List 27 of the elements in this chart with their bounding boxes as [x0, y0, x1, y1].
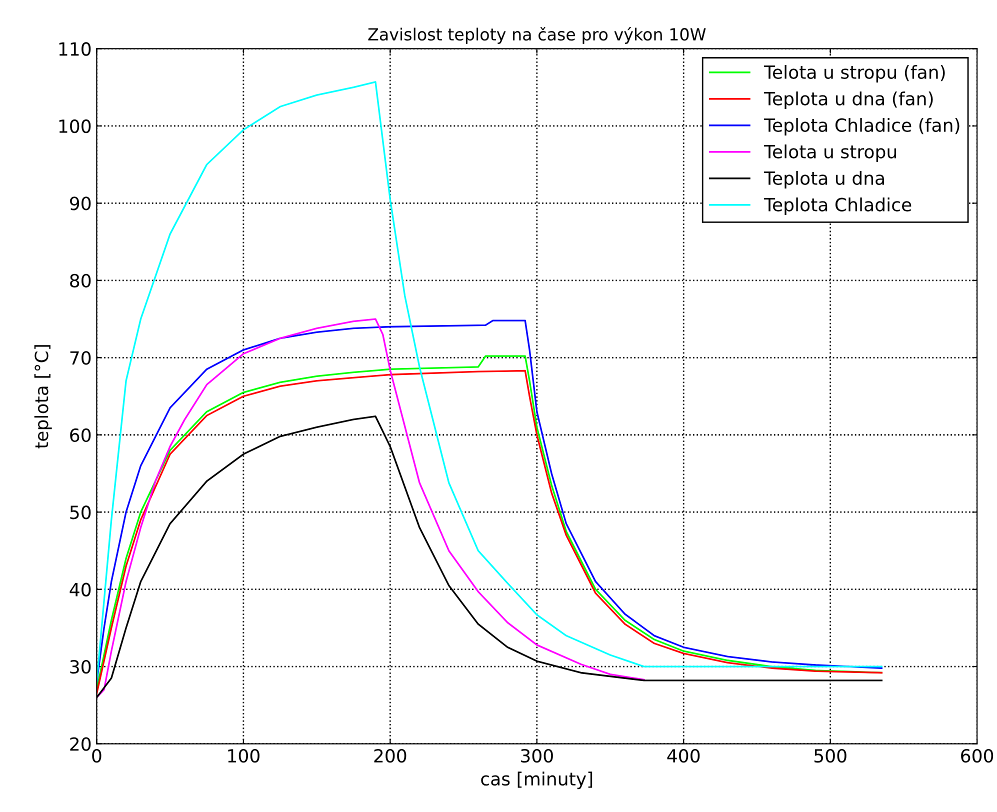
- y-tick-label: 50: [70, 506, 91, 520]
- legend-label: Telota u stropu (fan): [764, 64, 945, 82]
- legend-label: Teplota u dna: [764, 170, 884, 188]
- x-tick-label: 600: [961, 748, 994, 763]
- y-tick-label: 90: [70, 196, 91, 210]
- line-series: [96, 318, 645, 698]
- x-tick-label: 500: [814, 748, 846, 763]
- y-tick-label: 110: [59, 42, 91, 56]
- legend-label: Teplota u dna (fan): [764, 91, 933, 109]
- y-axis-title: teplota [°C]: [34, 345, 52, 448]
- y-tick-label: 80: [70, 274, 91, 288]
- y-tick-label: 60: [70, 428, 91, 442]
- y-tick-label: 70: [70, 351, 91, 365]
- y-tick-label: 100: [59, 119, 91, 134]
- x-tick-label: 200: [374, 748, 406, 763]
- x-tick-label: 300: [521, 748, 553, 763]
- chart-title: Zavislost teploty na čase pro výkon 10W: [368, 27, 706, 44]
- x-tick-label: 0: [92, 748, 102, 763]
- y-tick-label: 30: [70, 660, 91, 674]
- legend-label: Teplota Chladice: [764, 197, 912, 215]
- x-tick-label: 100: [228, 748, 260, 763]
- y-tick-label: 20: [70, 737, 91, 751]
- y-tick-label: 40: [70, 582, 91, 596]
- x-tick-label: 400: [667, 748, 700, 763]
- legend-label: Teplota Chladice (fan): [764, 118, 960, 136]
- legend-label: Telota u stropu: [764, 144, 896, 162]
- x-axis-title: cas [minuty]: [481, 772, 592, 790]
